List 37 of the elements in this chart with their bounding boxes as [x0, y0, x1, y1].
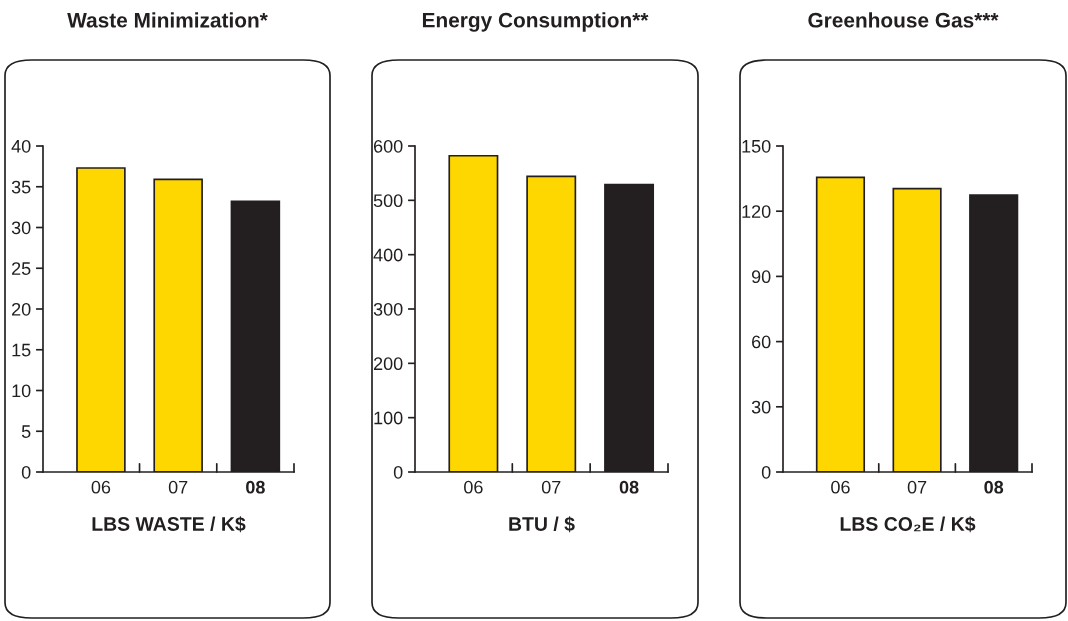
y-tick-label: 120: [742, 205, 771, 218]
y-tick-label: 150: [742, 139, 771, 153]
y-tick-label: 60: [752, 335, 771, 349]
chart-title: Waste Minimization*: [67, 12, 268, 28]
x-tick-label: 06: [464, 480, 483, 494]
y-tick-label: 0: [761, 465, 771, 479]
x-axis-title: BTU / $: [509, 516, 575, 533]
y-tick-label: 0: [21, 465, 31, 479]
x-axis-title: LBS CO₂E / K$: [840, 516, 976, 533]
y-tick-label: 30: [11, 221, 31, 235]
x-tick-label: 08: [619, 480, 639, 494]
x-axis-title: LBS WASTE / K$: [92, 516, 246, 533]
x-tick-label: 07: [907, 480, 927, 494]
y-tick-label: 5: [21, 425, 31, 438]
y-tick-label: 600: [373, 139, 403, 153]
chart-title: Greenhouse Gas***: [808, 12, 999, 28]
y-tick-label: 200: [373, 357, 403, 371]
y-tick-label: 20: [12, 302, 31, 316]
x-tick-label: 06: [831, 480, 850, 494]
y-tick-label: 100: [374, 411, 403, 425]
chart-title: Energy Consumption**: [422, 12, 649, 32]
y-tick-label: 25: [12, 262, 31, 275]
x-tick-label: 07: [168, 480, 188, 494]
y-tick-label: 35: [11, 180, 31, 194]
x-tick-label: 06: [91, 480, 111, 494]
y-tick-label: 30: [751, 400, 771, 414]
y-tick-label: 300: [373, 302, 403, 316]
y-tick-label: 0: [393, 465, 403, 479]
x-tick-label: 07: [541, 480, 561, 494]
y-tick-label: 40: [11, 139, 31, 153]
x-tick-label: 08: [246, 480, 265, 494]
x-tick-label: 08: [984, 480, 1004, 494]
y-tick-label: 500: [373, 194, 403, 208]
y-tick-label: 90: [751, 270, 771, 284]
y-tick-label: 400: [373, 248, 403, 262]
y-tick-label: 10: [12, 384, 31, 398]
y-tick-label: 15: [12, 343, 31, 357]
